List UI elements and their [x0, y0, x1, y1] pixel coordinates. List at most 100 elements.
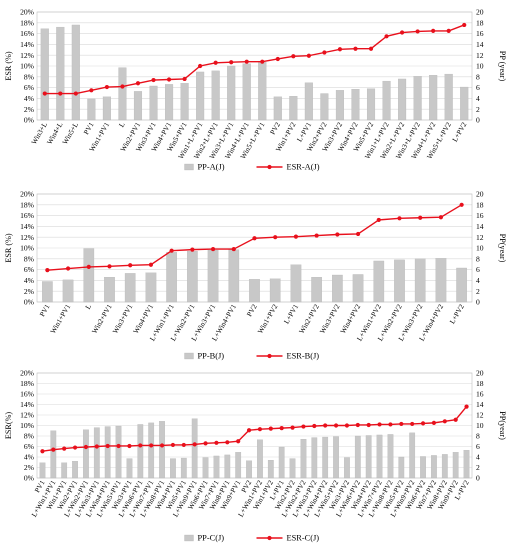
y-right-tick-label: 18 — [476, 200, 484, 209]
bar — [344, 457, 350, 479]
bar — [180, 457, 187, 479]
line-marker — [462, 22, 467, 28]
line-marker — [107, 264, 112, 269]
bar — [124, 273, 136, 303]
bar — [273, 96, 282, 121]
line-marker — [127, 443, 132, 449]
line-marker — [229, 60, 234, 65]
y-left-tick-label: 14% — [20, 40, 35, 49]
y-left-tick-label: 4% — [24, 94, 35, 103]
x-tick-label: L+PV1 — [283, 303, 301, 326]
line-marker — [104, 84, 110, 90]
bar — [257, 439, 263, 479]
bar — [335, 90, 344, 121]
bar — [145, 272, 157, 303]
x-tick-label: PV1 — [38, 303, 52, 318]
line-marker — [169, 248, 174, 253]
y-left-axis-label: ESR (%) — [4, 51, 13, 81]
bar — [441, 454, 448, 479]
bar — [429, 75, 438, 121]
y-left-tick-label: 12% — [20, 411, 35, 420]
bar — [62, 279, 74, 303]
legend-line-label: ESR-C(J) — [287, 534, 320, 543]
y-right-tick-label: 2 — [476, 463, 480, 472]
bar — [72, 461, 78, 479]
bar — [460, 86, 469, 121]
bar — [104, 277, 115, 303]
line-marker — [464, 404, 469, 409]
line-marker — [135, 81, 141, 86]
y-right-tick-label: 10 — [476, 421, 484, 430]
y-left-tick-label: 14% — [20, 222, 35, 231]
bar — [137, 424, 144, 479]
bar — [187, 251, 198, 303]
bar — [166, 252, 177, 303]
y-left-tick-label: 20% — [20, 369, 35, 378]
line-marker — [65, 266, 71, 271]
y-right-tick-label: 16 — [476, 390, 484, 399]
bar — [463, 450, 470, 479]
x-tick-label: Win4+PV2 — [339, 303, 362, 336]
line-marker — [151, 77, 156, 83]
line-marker — [182, 76, 187, 82]
line-marker — [279, 426, 284, 431]
bar — [246, 460, 252, 479]
y-left-tick-label: 20% — [20, 8, 35, 17]
line-marker — [105, 443, 110, 449]
line-marker — [236, 439, 241, 444]
bar — [228, 249, 240, 303]
y-left-tick-label: 6% — [24, 442, 35, 451]
bar — [126, 458, 133, 479]
line-marker — [89, 88, 94, 93]
y-left-tick-label: 0% — [24, 298, 35, 307]
x-tick-label: Win1+PV1 — [49, 303, 72, 336]
bar — [165, 84, 174, 121]
legend-line-label: ESR-A(J) — [287, 163, 320, 172]
bar — [149, 85, 158, 121]
y-right-tick-label: 18 — [476, 18, 484, 27]
bar — [211, 70, 220, 121]
legend-line-marker — [267, 535, 272, 541]
y-right-tick-label: 14 — [476, 222, 484, 231]
bar — [269, 278, 281, 303]
bar — [322, 436, 329, 479]
bar — [115, 425, 122, 479]
y-right-tick-label: 4 — [476, 453, 480, 462]
legend-bar-label: PP-A(J) — [198, 163, 225, 172]
bar — [40, 28, 49, 121]
bar — [435, 258, 447, 303]
line-marker — [453, 417, 458, 422]
y-right-tick-label: 6 — [476, 83, 480, 92]
bar — [332, 274, 343, 303]
y-left-tick-label: 2% — [24, 463, 35, 472]
line-marker — [198, 63, 203, 69]
line-marker — [301, 424, 306, 429]
y-right-tick-label: 4 — [476, 276, 480, 285]
line-marker — [210, 246, 216, 252]
legend-line-label: ESR-B(J) — [287, 352, 320, 361]
line-marker — [275, 56, 280, 62]
y-left-tick-label: 6% — [24, 83, 35, 92]
bar — [104, 426, 111, 479]
bar — [398, 456, 405, 479]
y-right-tick-label: 16 — [476, 29, 484, 38]
line-marker — [213, 60, 218, 65]
line-marker — [73, 91, 78, 96]
bar — [133, 91, 143, 121]
line-marker — [431, 420, 437, 425]
bar — [50, 430, 57, 479]
y-right-tick-label: 20 — [476, 369, 484, 378]
x-tick-label: L+PV2 — [448, 303, 466, 326]
bar — [304, 82, 313, 121]
bar — [366, 88, 376, 121]
bar — [278, 446, 285, 479]
line-marker — [293, 234, 299, 239]
line-marker — [257, 427, 263, 432]
y-left-tick-label: 4% — [24, 453, 35, 462]
y-left-tick-label: 8% — [24, 72, 35, 81]
line-marker — [323, 423, 328, 428]
line-marker — [72, 445, 78, 450]
line-marker — [159, 443, 165, 448]
bar — [202, 457, 209, 479]
y-left-tick-label: 16% — [20, 211, 35, 220]
